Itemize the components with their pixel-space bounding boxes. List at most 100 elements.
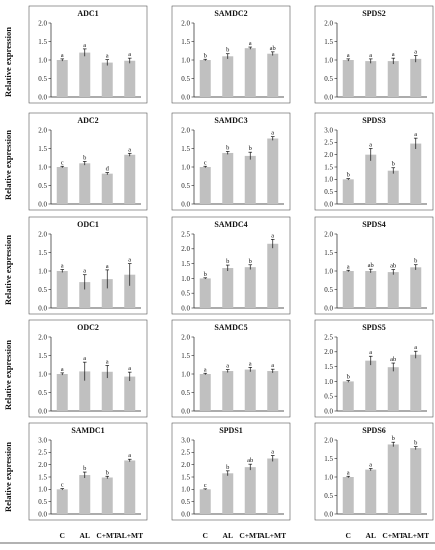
significance-letter: b (83, 465, 86, 472)
x-category-label: AL (223, 531, 233, 540)
y-tick-label: 1.0 (181, 56, 190, 64)
y-tick-label: 2.5 (38, 449, 47, 457)
significance-letter: a (226, 363, 229, 370)
panel-frame (28, 319, 148, 418)
bar-al (222, 268, 234, 308)
significance-letter: a (128, 365, 131, 372)
significance-letter: a (347, 469, 350, 476)
panel-frame (28, 216, 148, 315)
bar-al-mt (124, 60, 136, 97)
panel-title: SAMDC2 (214, 9, 247, 18)
y-tick-label: 0.5 (324, 492, 333, 500)
y-tick-label: 0.5 (181, 182, 190, 190)
y-tick-label: 0.5 (38, 389, 47, 397)
bar-c (199, 278, 211, 308)
panel-title: SPDS6 (362, 426, 386, 435)
chart-panel-odc2: ODC2 0.0 0.5 1.0 1.5 2.0 a a a a (28, 319, 148, 418)
y-tick-label: 2.0 (38, 19, 47, 27)
panel-frame (171, 112, 291, 211)
significance-letter: b (392, 435, 395, 442)
bar-al-mt (124, 154, 136, 204)
significance-letter: ab (390, 356, 396, 363)
x-category-label: AL (366, 531, 376, 540)
y-tick-label: 1.0 (324, 176, 333, 184)
significance-letter: a (271, 130, 274, 137)
panel-title: ODC1 (77, 220, 99, 229)
bar-c-mt (244, 48, 256, 97)
bar-al (79, 52, 91, 97)
y-tick-label: 1.5 (181, 352, 190, 360)
bar-al-mt (267, 371, 279, 411)
bar-c-mt (387, 170, 399, 204)
significance-letter: a (83, 355, 86, 362)
bar-al-mt (267, 243, 279, 308)
y-tick-label: 2.0 (38, 333, 47, 341)
chart-panel-adc2: ADC2 0.0 0.5 1.0 1.5 2.0 c b d a (28, 112, 148, 211)
y-tick-label: 0.0 (324, 510, 333, 518)
y-tick-label: 0.0 (38, 200, 47, 208)
panel-title: SPDS4 (362, 220, 386, 229)
chart-panel-samdc4: SAMDC4 0.0 0.5 1.0 1.5 2.0 2.5 b b b a (171, 216, 291, 315)
significance-letter: a (414, 131, 417, 138)
y-tick-label: 0.5 (181, 498, 190, 506)
y-tick-label: 1.0 (38, 56, 47, 64)
y-tick-label: 1.0 (324, 267, 333, 275)
bar-al (222, 371, 234, 411)
significance-letter: c (204, 159, 207, 166)
bar-al (222, 152, 234, 204)
y-tick-label: 2.0 (38, 126, 47, 134)
significance-letter: a (61, 366, 64, 373)
significance-letter: ab (270, 45, 276, 52)
y-tick-label: 2.0 (324, 151, 333, 159)
panel-frame (314, 112, 434, 211)
panel-title: SPDS5 (362, 323, 386, 332)
y-tick-label: 1.5 (181, 145, 190, 153)
significance-letter: a (414, 344, 417, 351)
bar-c (342, 179, 354, 204)
bar-c (342, 271, 354, 308)
y-tick-label: 0.0 (181, 93, 190, 101)
bar-c-mt (101, 62, 113, 97)
y-tick-label: 1.5 (324, 163, 333, 171)
y-tick-label: 2.0 (181, 126, 190, 134)
significance-letter: b (347, 374, 350, 381)
bar-c-mt (101, 477, 113, 514)
y-tick-label: 2.0 (181, 333, 190, 341)
y-tick-label: 1.5 (38, 473, 47, 481)
bar-c-mt (387, 61, 399, 97)
y-axis-label: Relative expression (3, 340, 13, 410)
bar-c-mt (387, 444, 399, 514)
panel-title: SPDS1 (219, 426, 243, 435)
significance-letter: a (128, 452, 131, 459)
bar-al (79, 371, 91, 411)
y-tick-label: 1.0 (181, 486, 190, 494)
x-category-label: C+MT (96, 531, 118, 540)
significance-letter: c (61, 159, 64, 166)
y-tick-label: 0.5 (38, 75, 47, 83)
bar-al-mt (267, 138, 279, 204)
x-category-label: AL+MT (259, 531, 286, 540)
significance-letter: a (392, 51, 395, 58)
y-tick-label: 0.5 (181, 75, 190, 83)
y-tick-label: 0.0 (181, 200, 190, 208)
significance-letter: a (347, 263, 350, 270)
y-tick-label: 1.5 (324, 38, 333, 46)
y-tick-label: 0.5 (324, 188, 333, 196)
y-tick-label: 2.5 (324, 333, 333, 341)
y-tick-label: 0.5 (324, 75, 333, 83)
bar-c (199, 167, 211, 204)
y-tick-label: 1.0 (181, 275, 190, 283)
significance-letter: a (61, 52, 64, 59)
y-axis-label: Relative expression (3, 235, 13, 305)
y-tick-label: 0.5 (181, 389, 190, 397)
y-tick-label: 1.5 (38, 38, 47, 46)
y-tick-label: 2.0 (181, 19, 190, 27)
y-tick-label: 1.5 (38, 352, 47, 360)
significance-letter: c (61, 482, 64, 489)
significance-letter: a (106, 263, 109, 270)
y-tick-label: 0.0 (324, 304, 333, 312)
bar-c-mt (387, 272, 399, 308)
y-tick-label: 1.5 (324, 249, 333, 257)
panel-frame (314, 319, 434, 418)
bar-c (56, 489, 68, 514)
